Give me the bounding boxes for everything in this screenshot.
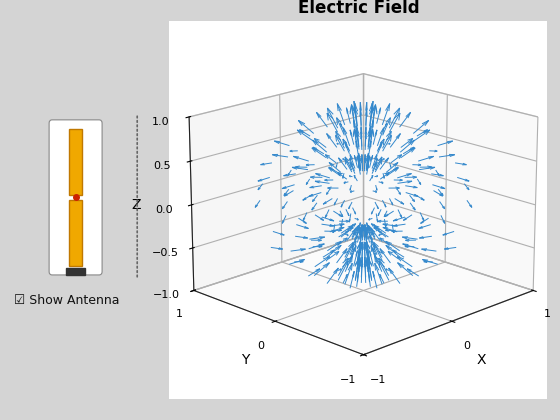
Bar (69, 200, 82, 266)
Text: ☑ Show Antenna: ☑ Show Antenna (14, 294, 119, 307)
FancyBboxPatch shape (49, 120, 102, 275)
Y-axis label: Y: Y (241, 353, 250, 368)
Bar (66, 268, 85, 275)
Bar (69, 129, 82, 195)
Title: Electric Field: Electric Field (297, 0, 419, 17)
X-axis label: X: X (477, 353, 486, 368)
